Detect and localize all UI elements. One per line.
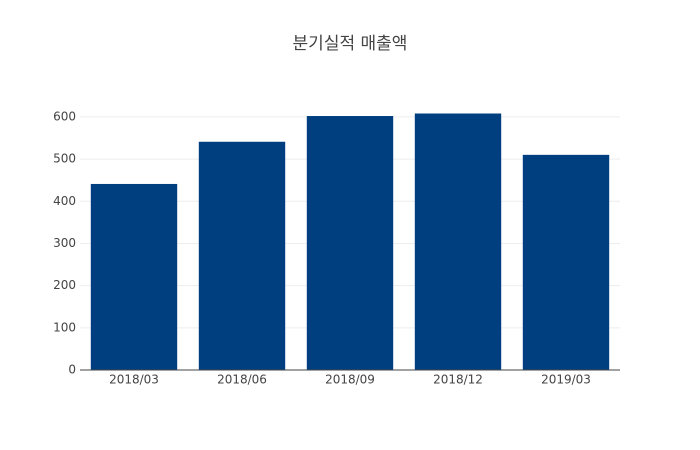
x-tick-label: 2018/09 bbox=[325, 373, 375, 387]
y-tick-label: 500 bbox=[53, 152, 76, 166]
x-tick-label: 2018/12 bbox=[433, 373, 483, 387]
y-tick-label: 100 bbox=[53, 320, 76, 334]
chart-title: 분기실적 매출액 bbox=[293, 34, 408, 54]
bar bbox=[414, 113, 502, 370]
y-tick-label: 300 bbox=[53, 236, 76, 250]
bar bbox=[306, 116, 394, 370]
x-tick-label: 2019/03 bbox=[541, 373, 591, 387]
y-tick-label: 400 bbox=[53, 194, 76, 208]
x-tick-label: 2018/06 bbox=[217, 373, 267, 387]
x-tick-label: 2018/03 bbox=[109, 373, 159, 387]
bar bbox=[90, 183, 178, 370]
bar bbox=[198, 141, 286, 370]
y-tick-label: 600 bbox=[53, 109, 76, 123]
bar bbox=[522, 154, 610, 370]
y-tick-label: 0 bbox=[68, 363, 76, 377]
y-tick-label: 200 bbox=[53, 278, 76, 292]
